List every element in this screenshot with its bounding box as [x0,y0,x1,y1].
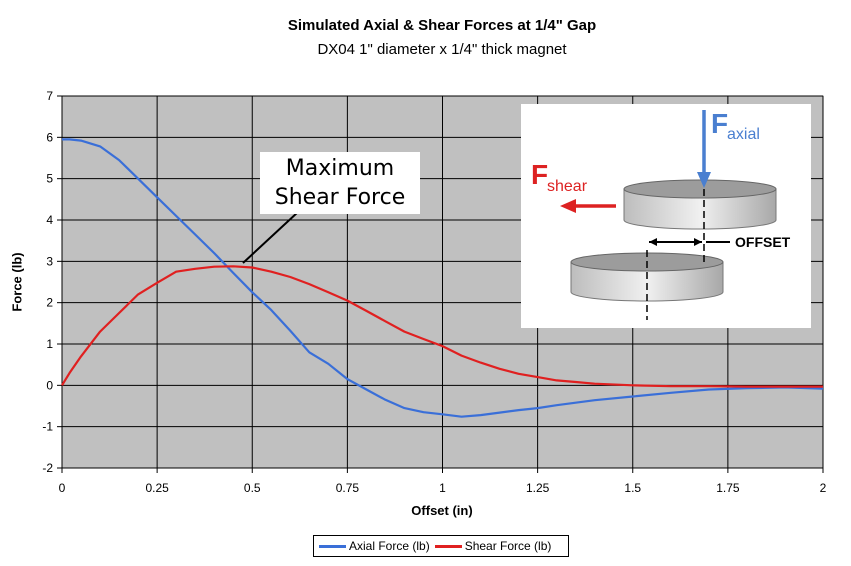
y-tick-label: 3 [46,254,53,268]
x-tick-label: 1.25 [526,481,550,495]
shear-force-subscript: shear [547,178,588,195]
axial-force-subscript: axial [727,126,760,143]
y-tick-label: 7 [46,89,53,103]
max-shear-annotation: Maximum Shear Force [260,152,420,214]
axes: -2 -1 0 1 2 3 4 5 6 7 0 0.25 0.5 0.75 1 1.25 1.5 1.75 2 [42,89,826,495]
axial-arrow-icon [697,172,711,188]
legend-label-shear: Shear Force (lb) [464,539,552,553]
legend-label-axial: Axial Force (lb) [349,539,430,553]
legend-item-axial: Axial Force (lb) [319,539,430,553]
x-tick-label: 0.75 [336,481,360,495]
legend-swatch-axial [319,544,346,548]
chart-title: Simulated Axial & Shear Forces at 1/4" G… [287,17,597,34]
offset-arrow-left-icon [649,238,657,246]
annotation-line-1: Maximum [285,156,395,181]
axial-force-line [62,138,824,418]
x-tick-label: 2 [820,481,827,495]
axial-force-symbol: F [711,108,728,139]
shear-arrow-icon [560,199,576,213]
legend: Axial Force (lb) Shear Force (lb) [313,535,569,557]
x-tick-label: 0.25 [145,481,169,495]
x-tick-label: 0 [59,481,66,495]
x-tick-label: 1.5 [624,481,641,495]
y-tick-label: 2 [46,296,53,310]
y-tick-label: 0 [46,378,53,392]
shear-force-symbol: F [531,159,548,190]
y-tick-label: -2 [42,461,53,475]
offset-label: OFFSET [735,234,791,250]
legend-swatch-shear [434,544,462,548]
y-tick-label: 1 [46,337,53,351]
magnet-inset: OFFSET F axial F shear [521,104,811,328]
x-tick-label: 0.5 [244,481,261,495]
x-tick-label: 1.75 [716,481,740,495]
x-tick-label: 1 [439,481,446,495]
upper-magnet-icon [623,179,777,230]
annotation-line-2: Shear Force [274,185,406,210]
x-axis-label: Offset (in) [411,503,473,518]
y-tick-label: 6 [46,130,53,144]
offset-arrow-right-icon [694,238,702,246]
shear-force-line [61,265,823,388]
chart-subtitle: DX04 1" diameter x 1/4" thick magnet [317,41,567,58]
legend-item-shear: Shear Force (lb) [434,539,552,553]
y-tick-label: 4 [46,213,53,227]
y-tick-label: -1 [42,420,53,434]
annotation-pointer-line [242,211,299,264]
series-lines [61,138,824,418]
y-tick-label: 5 [46,172,53,186]
